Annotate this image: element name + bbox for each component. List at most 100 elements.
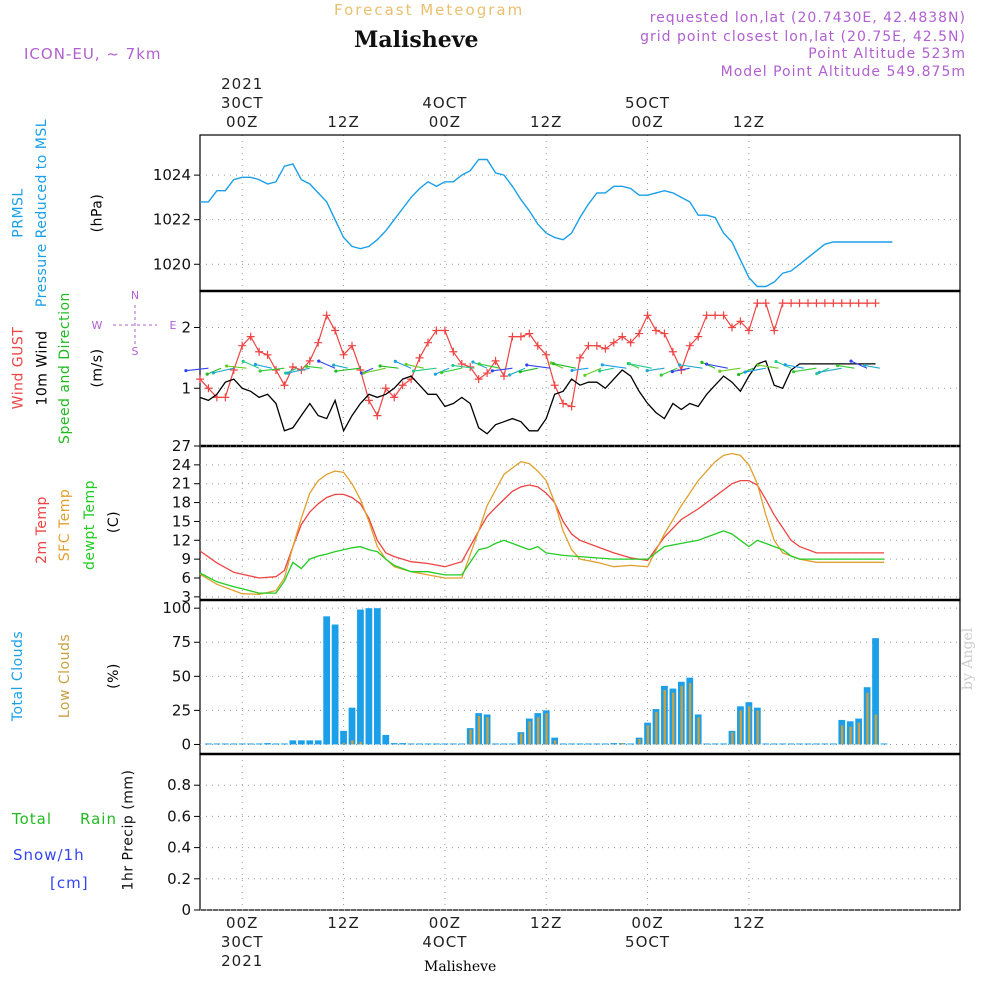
gust-marker (702, 311, 711, 320)
wind-arrow-head (849, 359, 853, 363)
y-tick-label: 24 (172, 456, 191, 474)
total-cloud-bar (306, 740, 314, 745)
gust-marker (432, 326, 441, 335)
bottom-time-label: 4OCT (422, 933, 467, 951)
temp-2m-line (199, 479, 884, 579)
wind-direction-arrow (837, 365, 855, 369)
gust-marker (795, 299, 804, 308)
gust-marker (761, 299, 770, 308)
gust-marker (533, 341, 542, 350)
gust-marker (474, 375, 483, 384)
prmsl-line (200, 158, 893, 288)
panel-frame-2 (199, 290, 961, 447)
wind-arrow-head (332, 363, 336, 367)
total-cloud-bar (441, 743, 449, 745)
top-time-label: 2021 (221, 75, 263, 93)
low-cloud-bar (342, 743, 346, 745)
gust-marker (238, 341, 247, 350)
panel-frame-1 (199, 134, 961, 292)
gust-marker (576, 353, 584, 362)
wind-arrow-head (783, 363, 787, 367)
wind-arrow-head (670, 369, 674, 374)
y-tick-label: 0 (181, 735, 191, 753)
wind-direction-arrow (333, 364, 348, 369)
low-cloud-bar (655, 711, 658, 745)
gust-marker (626, 338, 635, 347)
wind-direction-arrow (629, 363, 652, 369)
low-cloud-bar (486, 717, 489, 745)
total-cloud-bar (500, 743, 508, 745)
total-cloud-bar (357, 609, 364, 745)
wind-direction-arrow (719, 367, 741, 372)
gust-marker (331, 326, 340, 335)
gust-marker (280, 381, 289, 390)
gust-marker (449, 347, 458, 356)
wind-direction-arrow (441, 367, 462, 374)
wind-arrow-head (700, 360, 704, 364)
total-cloud-bar (559, 743, 567, 745)
total-cloud-bar (779, 743, 787, 745)
gust-marker (525, 329, 534, 338)
gust-marker (787, 299, 796, 308)
wind-arrow-head (393, 359, 397, 363)
wind-arrow-head (718, 369, 722, 373)
gust-marker (398, 381, 407, 390)
total-cloud-bar (213, 743, 221, 745)
wind-arrow-head (836, 363, 840, 368)
gust-marker (728, 323, 736, 332)
wind-arrow-head (518, 370, 522, 374)
gust-marker (263, 350, 272, 359)
wind-arrow-head (334, 369, 338, 373)
wind-direction-arrow (492, 367, 513, 372)
gust-marker (668, 347, 677, 356)
page-title: Malisheve (354, 27, 479, 53)
y-tick-label: 15 (172, 512, 191, 530)
gust-marker (348, 341, 356, 350)
gust-marker (804, 299, 812, 308)
gust-marker (584, 341, 593, 350)
gust-marker (550, 381, 559, 390)
low-cloud-bar (672, 692, 675, 745)
total-cloud-bar (331, 624, 339, 745)
total-cloud-bar (770, 743, 778, 745)
total-cloud-bar (247, 743, 255, 745)
wind-direction-arrow (745, 367, 766, 373)
y-tick-label: 21 (172, 475, 191, 493)
bottom-time-label: 12Z (530, 914, 562, 932)
total-cloud-bar (568, 743, 575, 745)
gust-marker (660, 329, 669, 338)
gust-marker (508, 332, 517, 341)
panel-frame-4 (199, 599, 961, 755)
wind-arrow-head (863, 363, 867, 368)
wind-speed-line (199, 360, 876, 435)
gust-marker (871, 299, 880, 308)
low-cloud-bar (849, 726, 852, 745)
wind-arrow-head (737, 372, 741, 377)
wind-direction-arrow (706, 363, 728, 369)
low-cloud-bar (621, 743, 624, 745)
gust-marker (618, 332, 627, 341)
total-cloud-bar (576, 743, 584, 745)
wind-arrow-head (304, 364, 309, 368)
y-tick-label: 9 (181, 550, 191, 568)
low-cloud-bar (688, 683, 692, 745)
total-cloud-bar (281, 743, 288, 745)
total-cloud-bar (601, 743, 609, 745)
wind-arrow-head (225, 364, 229, 368)
gust-marker (500, 372, 508, 381)
wind-arrow-head (627, 362, 631, 366)
wind-arrow-head (774, 359, 778, 364)
total-cloud-bar (390, 743, 398, 745)
gust-marker (204, 384, 213, 393)
gust-marker (424, 338, 432, 347)
total-cloud-bar (872, 638, 879, 745)
gust-marker (542, 350, 551, 359)
low-cloud-bar (874, 714, 878, 745)
gust-marker (516, 332, 525, 341)
gust-marker (753, 299, 762, 308)
wind-arrow-head (184, 369, 188, 373)
wind-direction-arrow (260, 367, 285, 372)
compass-s: S (132, 345, 139, 358)
y-tick-label: 12 (172, 531, 191, 549)
